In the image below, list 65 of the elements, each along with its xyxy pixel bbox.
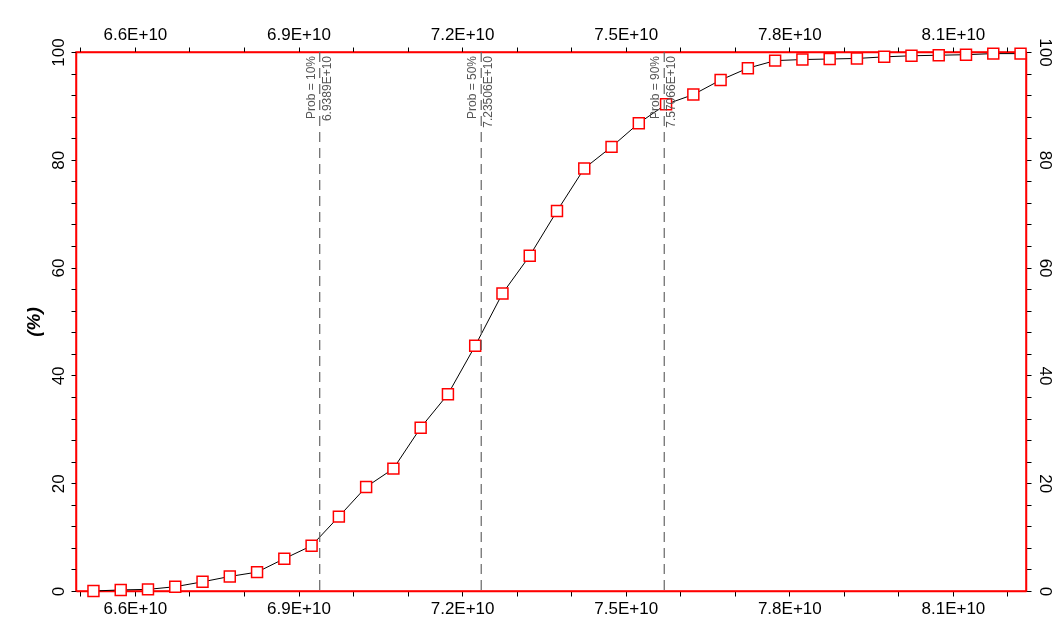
x-tick-label: 8.1E+10: [921, 598, 986, 618]
ref-line-label: 6.9389E+10: [319, 55, 334, 122]
point: [850, 52, 864, 65]
point: [496, 287, 509, 300]
point: [768, 54, 782, 67]
x2-tick-label: 7.2E+10: [430, 24, 495, 44]
x2-tick-label: 7.5E+10: [594, 24, 659, 44]
point: [441, 388, 455, 401]
x2-tick-label: 7.8E+10: [757, 24, 822, 44]
point: [932, 49, 945, 62]
y-tick-label: 100: [48, 38, 68, 67]
point: [169, 580, 182, 593]
point: [714, 73, 727, 87]
point: [1014, 47, 1027, 60]
point: [578, 162, 591, 175]
point: [632, 116, 646, 130]
point: [414, 421, 427, 434]
y2-tick-label: 60: [1035, 258, 1055, 278]
y-tick-label: 40: [48, 366, 68, 386]
x2-tick-label: 6.6E+10: [103, 24, 168, 44]
ref-line-label: 7.23506E+10: [481, 55, 496, 128]
y-tick-label: 20: [48, 474, 68, 494]
point: [278, 552, 291, 565]
point: [823, 52, 836, 66]
point: [196, 575, 209, 589]
x-tick-label: 7.5E+10: [594, 598, 659, 618]
y2-tick-label: 0: [1035, 586, 1055, 597]
y-tick-label: 80: [48, 150, 68, 170]
point: [987, 47, 1000, 60]
point: [550, 204, 564, 218]
point: [223, 570, 237, 583]
y2-tick-label: 100: [1035, 38, 1055, 67]
annotation: Prob = 50%: [465, 55, 480, 120]
point: [332, 510, 346, 523]
point: [741, 61, 755, 75]
y2-tick-label: 80: [1035, 150, 1055, 170]
annotation: Prob = 90%: [648, 55, 663, 120]
point: [877, 50, 891, 64]
ref-line-label: 7.57066E+10: [664, 55, 679, 128]
point: [387, 462, 400, 475]
point: [359, 480, 373, 494]
point: [796, 53, 809, 66]
point: [250, 565, 264, 579]
point: [523, 249, 536, 262]
point: [114, 583, 127, 597]
point: [687, 88, 700, 101]
x-tick-label: 7.2E+10: [430, 598, 495, 618]
y-tick-label: 0: [48, 586, 68, 597]
x2-tick-label: 6.9E+10: [267, 24, 331, 44]
point: [959, 48, 973, 61]
y2-tick-label: 20: [1035, 474, 1055, 494]
x-tick-label: 7.8E+10: [757, 598, 822, 618]
y2-tick-label: 40: [1035, 366, 1055, 386]
x2-tick-label: 8.1E+10: [921, 24, 986, 44]
y-tick-label: 60: [48, 258, 68, 278]
point: [305, 539, 318, 552]
annotation: Prob = 10%: [303, 55, 318, 120]
x-tick-label: 6.6E+10: [103, 598, 168, 618]
point: [905, 49, 918, 62]
point: [605, 140, 618, 154]
x-tick-label: 6.9E+10: [267, 598, 331, 618]
point: [141, 583, 155, 596]
y-axis-title: (%): [22, 307, 44, 337]
point: [87, 584, 100, 598]
point: [468, 339, 482, 352]
